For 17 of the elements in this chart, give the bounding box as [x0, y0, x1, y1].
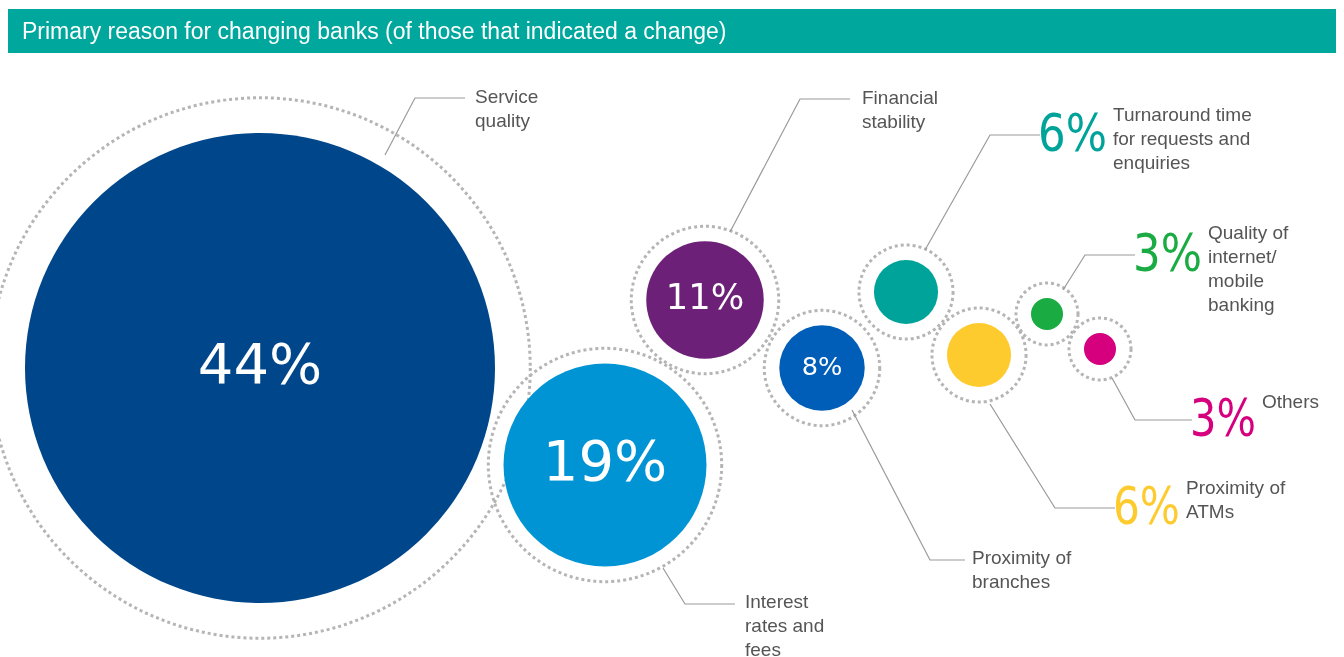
data-label: 19%: [542, 427, 668, 493]
text: Primary reason for changing banks (of those that indicated a change): [8, 9, 1336, 53]
category-label: Service quality: [475, 86, 539, 132]
category-label: Proximity of ATMs: [1186, 477, 1286, 523]
category-label: Quality of internet/ mobile banking: [1208, 222, 1289, 316]
category-label: Others: [1262, 391, 1320, 413]
category-label: Proximity of branches: [972, 547, 1072, 593]
category-label: Interest rates and fees: [745, 591, 825, 657]
data-label: 8%: [801, 350, 843, 381]
category-label: Turnaround time for requests and enquiries: [1113, 104, 1252, 174]
data-label: 11%: [665, 276, 745, 318]
category-label: Financial stability: [862, 87, 939, 133]
data-label: 6%: [1113, 475, 1180, 536]
data-label: 6%: [1038, 102, 1107, 163]
data-label: 3%: [1133, 222, 1202, 283]
data-label: 3%: [1190, 386, 1256, 448]
data-label: 44%: [197, 330, 323, 396]
